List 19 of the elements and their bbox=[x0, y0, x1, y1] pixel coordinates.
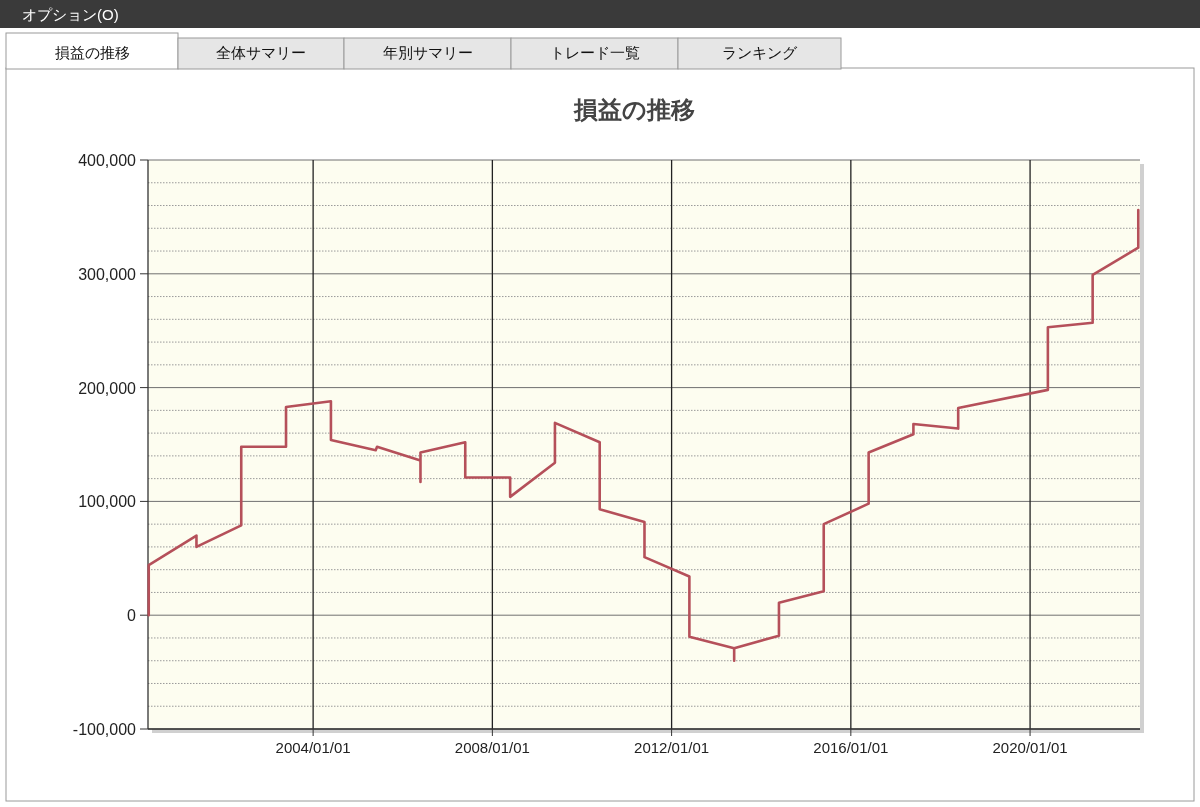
text: ランキング bbox=[722, 44, 798, 61]
y-tick-label: 300,000 bbox=[78, 265, 137, 283]
line-series bbox=[147, 208, 1140, 663]
x-tick-label: 2016/01/01 bbox=[813, 739, 889, 756]
text: オプション(O) bbox=[22, 6, 119, 23]
y-tick-label: 400,000 bbox=[78, 152, 137, 169]
text: 年別サマリー bbox=[382, 44, 473, 61]
x-tick-label: 2020/01/01 bbox=[992, 739, 1068, 756]
text: 損益の推移 bbox=[54, 44, 130, 61]
y-tick-label: -100,000 bbox=[72, 721, 137, 738]
x-tick-label: 2004/01/01 bbox=[275, 739, 351, 756]
y-tick-label: 200,000 bbox=[78, 379, 137, 397]
y-tick-label: 0 bbox=[127, 607, 137, 625]
chart-title: 損益の推移 bbox=[572, 96, 695, 123]
text: 全体サマリー bbox=[216, 44, 306, 61]
x-tick-label: 2012/01/01 bbox=[634, 739, 710, 756]
y-tick-label: 100,000 bbox=[78, 493, 137, 511]
text: トレード一覧 bbox=[549, 44, 640, 61]
x-tick-label: 2008/01/01 bbox=[454, 739, 530, 756]
